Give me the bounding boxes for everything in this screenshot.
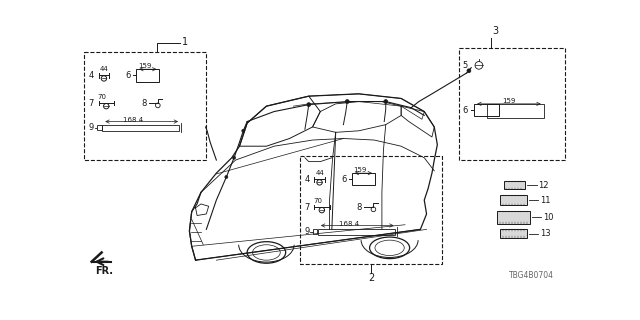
Bar <box>474 104 499 116</box>
Bar <box>352 173 375 186</box>
Text: 168 4: 168 4 <box>339 221 359 227</box>
Text: 159: 159 <box>502 98 516 104</box>
Text: 4: 4 <box>88 71 94 80</box>
Circle shape <box>232 156 236 159</box>
Bar <box>300 156 442 264</box>
Bar <box>136 69 159 82</box>
Bar <box>500 229 527 238</box>
Text: 70: 70 <box>314 198 323 204</box>
Text: 8: 8 <box>356 203 362 212</box>
Text: 7: 7 <box>88 99 94 108</box>
Circle shape <box>242 129 245 132</box>
Text: 2: 2 <box>369 273 374 283</box>
Circle shape <box>307 103 310 107</box>
Bar <box>504 181 525 189</box>
Text: 7: 7 <box>304 203 310 212</box>
Bar <box>318 228 395 235</box>
Text: 70: 70 <box>98 94 107 100</box>
Circle shape <box>346 100 349 103</box>
Bar <box>486 104 545 118</box>
Text: 159: 159 <box>354 167 367 173</box>
Text: 12: 12 <box>538 180 548 189</box>
Bar <box>97 125 102 130</box>
Text: 13: 13 <box>540 229 550 238</box>
Bar <box>497 211 530 224</box>
Text: 1: 1 <box>182 37 188 47</box>
Text: 168 4: 168 4 <box>123 117 143 123</box>
Text: 11: 11 <box>540 196 550 204</box>
Text: 6: 6 <box>463 106 468 115</box>
Circle shape <box>225 175 228 179</box>
Text: TBG4B0704: TBG4B0704 <box>509 271 554 280</box>
Text: 4: 4 <box>304 175 309 184</box>
Bar <box>312 229 317 234</box>
Text: 44: 44 <box>100 66 109 72</box>
Text: 6: 6 <box>341 175 346 184</box>
Text: 159: 159 <box>138 63 152 69</box>
Text: FR.: FR. <box>95 266 113 276</box>
Circle shape <box>467 69 471 73</box>
Bar <box>84 52 205 160</box>
Bar <box>102 124 179 131</box>
Bar <box>500 195 527 205</box>
Text: 3: 3 <box>492 27 499 36</box>
Text: 8: 8 <box>141 99 147 108</box>
Text: 10: 10 <box>543 213 554 222</box>
Circle shape <box>384 100 388 103</box>
Text: 9: 9 <box>88 123 94 132</box>
Text: 44: 44 <box>316 170 324 176</box>
Text: 5: 5 <box>463 61 468 70</box>
Bar <box>459 48 565 160</box>
Text: 9: 9 <box>304 227 309 236</box>
Text: 6: 6 <box>125 71 131 80</box>
